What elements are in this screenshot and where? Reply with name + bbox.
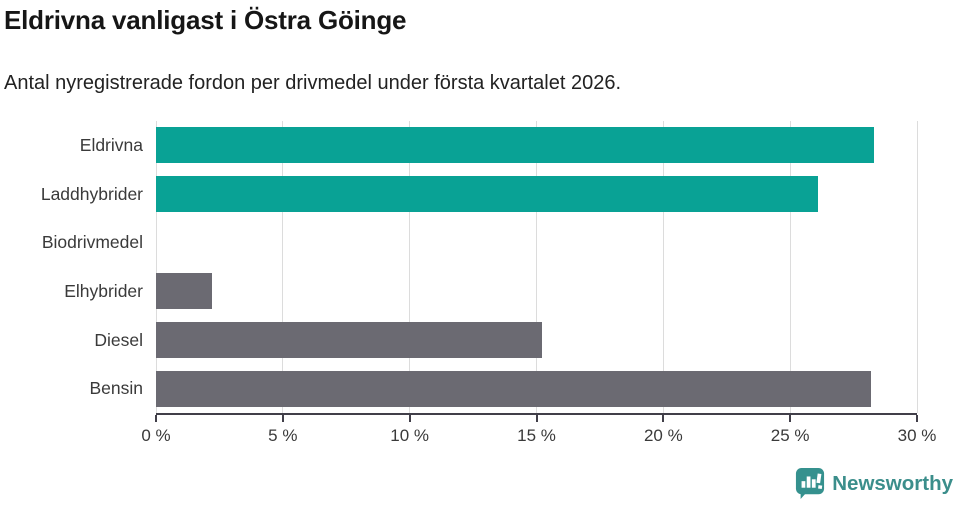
chart-row-diesel: Diesel — [0, 316, 960, 365]
bar-track — [156, 127, 917, 164]
bar-bensin — [156, 370, 872, 407]
page-title: Eldrivna vanligast i Östra Göinge — [4, 5, 407, 35]
gridline — [282, 121, 284, 413]
x-tick-label: 20 % — [643, 426, 683, 445]
x-axis: 0 % 5 % 10 % 15 % 20 % 25 % 30 % — [0, 413, 960, 459]
category-label: Bensin — [89, 378, 143, 399]
bar-track — [156, 225, 917, 261]
gridline — [916, 121, 918, 413]
x-tick-label: 30 % — [897, 426, 937, 445]
gridline — [409, 121, 411, 413]
x-axis-ticks: 0 % 5 % 10 % 15 % 20 % 25 % 30 % — [141, 413, 936, 459]
x-tick-mark — [535, 415, 538, 422]
category-label: Biodrivmedel — [41, 232, 143, 253]
x-tick-mark — [408, 415, 411, 422]
bar-elhybrider — [156, 273, 212, 310]
chart-row-bensin: Bensin — [0, 364, 960, 413]
gridline — [536, 121, 537, 413]
gridlines — [155, 121, 918, 413]
newsworthy-logo-icon — [795, 467, 825, 500]
x-tick-mark — [662, 415, 665, 422]
bar-track — [156, 322, 917, 359]
x-tick-label: 5 % — [268, 426, 298, 445]
x-tick-mark — [155, 415, 157, 422]
bar-rows: Eldrivna Laddhybrider Biodrivmedel Elhybrid… — [0, 121, 960, 413]
x-axis-line — [156, 413, 917, 415]
x-tick-label: 10 % — [390, 426, 430, 445]
bar-eldrivna — [156, 127, 874, 164]
chart-row-biodrivmedel: Biodrivmedel — [0, 218, 960, 267]
chart-row-elhybrider: Elhybrider — [0, 267, 960, 316]
x-tick-mark — [281, 415, 284, 422]
x-tick-label: 0 % — [141, 426, 171, 445]
gridline — [155, 121, 157, 413]
category-label: Laddhybrider — [40, 183, 143, 204]
bar-track — [156, 273, 917, 310]
bar-track — [156, 176, 917, 212]
x-tick-label: 25 % — [770, 426, 810, 445]
category-label: Elhybrider — [64, 280, 143, 301]
chart-row-laddhybrider: Laddhybrider — [0, 170, 960, 219]
chart-subtitle: Antal nyregistrerade fordon per drivmede… — [4, 72, 622, 94]
bar-diesel — [156, 322, 542, 359]
bar-track — [156, 370, 917, 407]
chart-row-eldrivna: Eldrivna — [0, 121, 960, 170]
bar-laddhybrider — [156, 176, 819, 212]
x-tick-label: 15 % — [517, 426, 556, 445]
plot-area: Eldrivna Laddhybrider Biodrivmedel Elhybrid… — [0, 121, 960, 413]
brand-footer[interactable]: Newsworthy — [795, 467, 953, 500]
brand-name: Newsworthy — [832, 471, 953, 495]
bar-chart: Eldrivna Laddhybrider Biodrivmedel Elhybrid… — [0, 121, 960, 459]
x-tick-mark — [789, 415, 792, 422]
x-tick-mark — [916, 415, 918, 422]
category-label: Diesel — [94, 329, 143, 350]
category-label: Eldrivna — [79, 134, 143, 155]
gridline — [789, 121, 791, 413]
gridline — [662, 121, 664, 413]
